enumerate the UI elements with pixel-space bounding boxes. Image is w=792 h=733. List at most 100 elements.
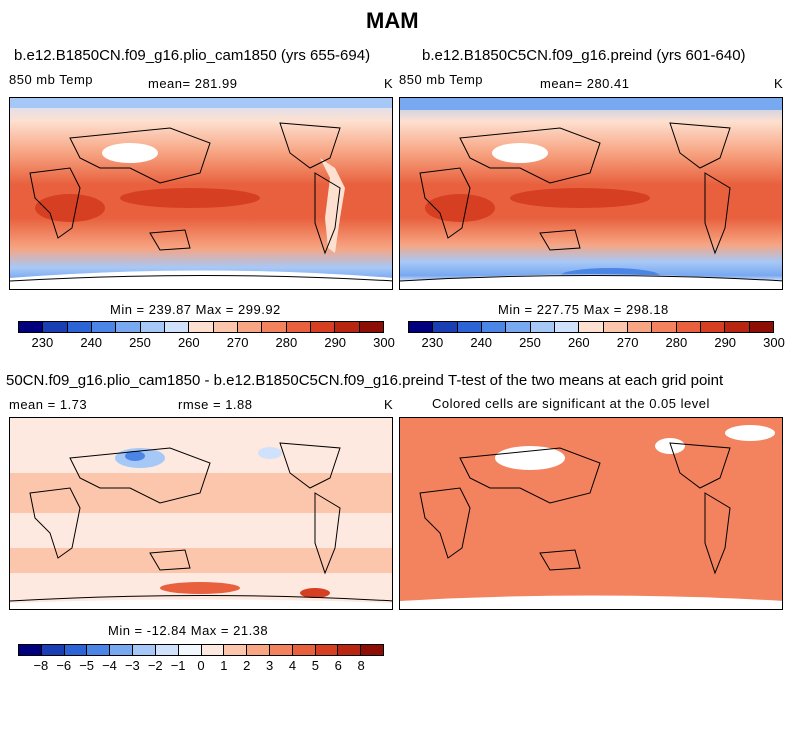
panel3-units-label: K	[384, 397, 394, 412]
panel2-colorbar-tick-label: 280	[665, 335, 688, 350]
panel3-colorbar-swatch	[87, 645, 111, 655]
panel1-colorbar-swatch	[91, 322, 117, 332]
panel3-colorbar-tick-label: −5	[79, 658, 95, 673]
panel3-colorbar-tick-label: 6	[334, 658, 342, 673]
panel3-colorbar-tick-label: −6	[56, 658, 72, 673]
panel1-colorbar-swatch	[67, 322, 92, 332]
panel1-colorbar	[18, 321, 384, 333]
panel2-colorbar-swatch	[433, 322, 458, 332]
panel2-colorbar	[408, 321, 774, 333]
panel3-rmse-label: rmse = 1.88	[178, 397, 253, 412]
panel2-variable-label: 850 mb Temp	[399, 72, 484, 87]
panel3-colorbar-swatch	[247, 645, 270, 655]
panel1-colorbar-tick-label: 240	[80, 335, 103, 350]
panel3-colorbar-tick-label: 3	[266, 658, 274, 673]
panel1-colorbar-ticks: 230 240 250 260 270 280 290 300	[18, 335, 395, 351]
panel3-colorbar-tick-label: −3	[124, 658, 140, 673]
panel1-title: b.e12.B1850CN.f09_g16.plio_cam1850 (yrs …	[14, 47, 371, 64]
panel3-colorbar-swatch	[64, 645, 88, 655]
panel3-colorbar-swatch	[361, 645, 383, 655]
panel1-map-svg	[10, 98, 392, 289]
panel3-colorbar-swatch	[269, 645, 293, 655]
panel3-colorbar-tick-label: −1	[170, 658, 186, 673]
panel3-colorbar-tick-label: 0	[197, 658, 205, 673]
panel3-colorbar-tick-label: 2	[243, 658, 251, 673]
panel1-colorbar-tick-label: 270	[226, 335, 249, 350]
panel1-colorbar-tick-label: 250	[129, 335, 151, 350]
panel1-colorbar-swatch	[19, 322, 44, 332]
panel2-colorbar-tick-label: 250	[519, 335, 541, 350]
panel4-map-svg	[400, 418, 782, 609]
panel3-colorbar-swatch	[292, 645, 316, 655]
panel3-colorbar-tick-label: −2	[147, 658, 163, 673]
panel3-colorbar-swatch	[338, 645, 362, 655]
panel3-colorbar-swatch	[201, 645, 225, 655]
panel1-map	[9, 97, 393, 290]
panel3-map	[9, 417, 393, 610]
panel2-colorbar-tick-label: 290	[714, 335, 737, 350]
panel3-min-max: Min = -12.84 Max = 21.38	[108, 623, 269, 638]
panel2-mean-label: mean= 280.41	[540, 76, 630, 91]
panel2-map	[399, 97, 783, 290]
panel2-units-label: K	[774, 76, 784, 91]
panel1-min-max: Min = 239.87 Max = 299.92	[110, 302, 281, 317]
panel2-colorbar-swatch	[603, 322, 628, 332]
panel1-colorbar-swatch	[335, 322, 360, 332]
panel1-colorbar-swatch	[286, 322, 311, 332]
panel2-colorbar-swatch	[725, 322, 750, 332]
panel2-colorbar-swatch	[627, 322, 653, 332]
panel2-colorbar-tick-label: 300	[763, 335, 785, 350]
panel3-colorbar-swatch	[19, 645, 42, 655]
panel4-title: T-test of the two means at each grid poi…	[448, 372, 724, 389]
panel3-map-svg	[10, 418, 392, 609]
panel2-colorbar-swatch	[409, 322, 434, 332]
panel3-colorbar-swatch	[155, 645, 179, 655]
panel1-colorbar-swatch	[213, 322, 238, 332]
panel2-colorbar-tick-label: 240	[470, 335, 493, 350]
panel2-colorbar-swatch	[554, 322, 580, 332]
panel3-colorbar-tick-label: 1	[220, 658, 228, 673]
panel1-variable-label: 850 mb Temp	[9, 72, 94, 87]
panel1-units-label: K	[384, 76, 394, 91]
panel2-colorbar-tick-label: 270	[616, 335, 639, 350]
panel4-subtitle: Colored cells are significant at the 0.0…	[432, 396, 710, 411]
panel3-colorbar	[18, 644, 384, 656]
panel3-colorbar-swatch	[224, 645, 248, 655]
panel3-colorbar-tick-label: 8	[357, 658, 365, 673]
panel1-colorbar-swatch	[189, 322, 214, 332]
panel2-min-max: Min = 227.75 Max = 298.18	[498, 302, 669, 317]
panel3-colorbar-swatch	[41, 645, 65, 655]
panel2-colorbar-swatch	[749, 322, 773, 332]
panel1-colorbar-swatch	[237, 322, 263, 332]
panel1-colorbar-tick-label: 260	[177, 335, 200, 350]
panel3-colorbar-tick-label: 4	[288, 658, 297, 673]
panel2-colorbar-swatch	[481, 322, 507, 332]
panel1-colorbar-swatch	[359, 322, 383, 332]
panel2-colorbar-swatch	[457, 322, 482, 332]
panel4-map	[399, 417, 783, 610]
panel3-colorbar-swatch	[110, 645, 134, 655]
panel3-colorbar-tick-label: −8	[33, 658, 49, 673]
panel3-colorbar-swatch	[133, 645, 156, 655]
panel2-colorbar-swatch	[579, 322, 604, 332]
panel3-colorbar-swatch	[315, 645, 339, 655]
panel1-colorbar-tick-label: 230	[31, 335, 54, 350]
panel1-colorbar-swatch	[116, 322, 141, 332]
panel1-colorbar-tick-label: 280	[275, 335, 298, 350]
panel1-mean-label: mean= 281.99	[148, 76, 238, 91]
panel3-colorbar-swatch	[178, 645, 202, 655]
panel2-colorbar-swatch	[530, 322, 555, 332]
panel3-colorbar-tick-label: −4	[102, 658, 117, 673]
panel2-colorbar-swatch	[506, 322, 531, 332]
panel1-colorbar-swatch	[43, 322, 68, 332]
panel3-colorbar-ticks: −8 −6 −5 −4 −3 −2 −1 0 1 2 3 4 5 6 8	[18, 658, 384, 674]
panel2-title: b.e12.B1850C5CN.f09_g16.preind (yrs 601-…	[422, 47, 746, 64]
panel1-colorbar-swatch	[140, 322, 165, 332]
panel2-colorbar-swatch	[700, 322, 726, 332]
panel1-colorbar-swatch	[262, 322, 287, 332]
panel2-colorbar-tick-label: 230	[421, 335, 444, 350]
panel2-colorbar-swatch	[652, 322, 677, 332]
panel3-title: 50CN.f09_g16.plio_cam1850 - b.e12.B1850C…	[6, 372, 444, 389]
panel3-colorbar-tick-label: 5	[311, 658, 319, 673]
panel2-colorbar-swatch	[676, 322, 701, 332]
